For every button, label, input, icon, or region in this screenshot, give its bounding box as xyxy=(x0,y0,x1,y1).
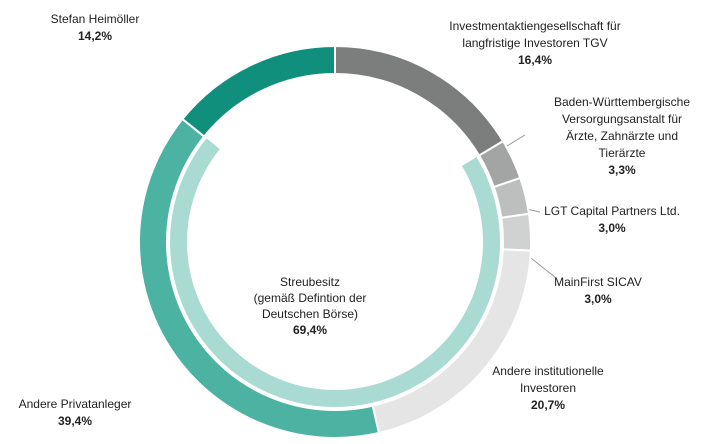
segment xyxy=(181,44,336,138)
segment-label: LGT Capital Partners Ltd. xyxy=(544,204,680,218)
value-label: 16,4% xyxy=(518,53,552,67)
inner-segment xyxy=(169,138,500,408)
value-label: 3,3% xyxy=(608,163,636,177)
segment-label: MainFirst SICAV xyxy=(554,275,642,289)
value-label: 39,4% xyxy=(58,414,92,428)
segment xyxy=(500,212,532,252)
segment-label: Andere institutionelle Investoren xyxy=(492,364,604,395)
segment-label: Andere Privatanleger xyxy=(19,397,132,411)
value-label: 3,0% xyxy=(598,221,626,235)
value-label: 20,7% xyxy=(531,398,565,412)
segment-label: Streubesitz (gemäß Defintion der Deutschen… xyxy=(254,275,367,321)
value-label: 14,2% xyxy=(78,29,112,43)
segment xyxy=(334,44,505,157)
segment-label: Investmentaktiengesellschaft für langfris… xyxy=(449,19,620,50)
value-label: 69,4% xyxy=(293,323,327,337)
value-label: 3,0% xyxy=(584,292,612,306)
segment-label: Stefan Heimöller xyxy=(51,12,140,26)
segment-label: Baden-Württembergische Versorgungsanstalt… xyxy=(554,95,690,160)
